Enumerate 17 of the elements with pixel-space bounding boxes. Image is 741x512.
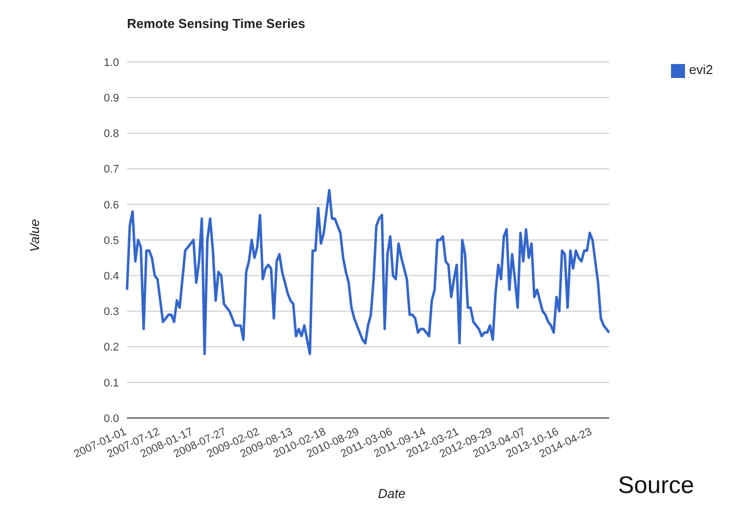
y-tick-label: 0.8 <box>104 128 119 140</box>
y-tick-label: 0.6 <box>104 199 119 212</box>
line-series <box>126 188 610 356</box>
y-tick-label: 0.5 <box>104 234 119 247</box>
text: Source <box>618 472 694 500</box>
y-tick-label: 0.4 <box>104 270 119 283</box>
y-tick-label: 0.1 <box>104 377 119 390</box>
y-tick-label: 0.7 <box>104 164 119 176</box>
y-tick-label: 0.2 <box>104 342 119 354</box>
y-tick-label: 0.3 <box>104 306 119 318</box>
y-tick-label: 0.9 <box>104 92 119 105</box>
x-axis-title: Date <box>378 486 406 501</box>
y-tick-label: 1.0 <box>104 56 119 69</box>
chart-title: Remote Sensing Time Series <box>127 16 306 31</box>
y-tick-label: 0.0 <box>104 412 119 425</box>
y-axis-title: Value <box>26 219 42 252</box>
legend-label: evi2 <box>689 62 713 77</box>
